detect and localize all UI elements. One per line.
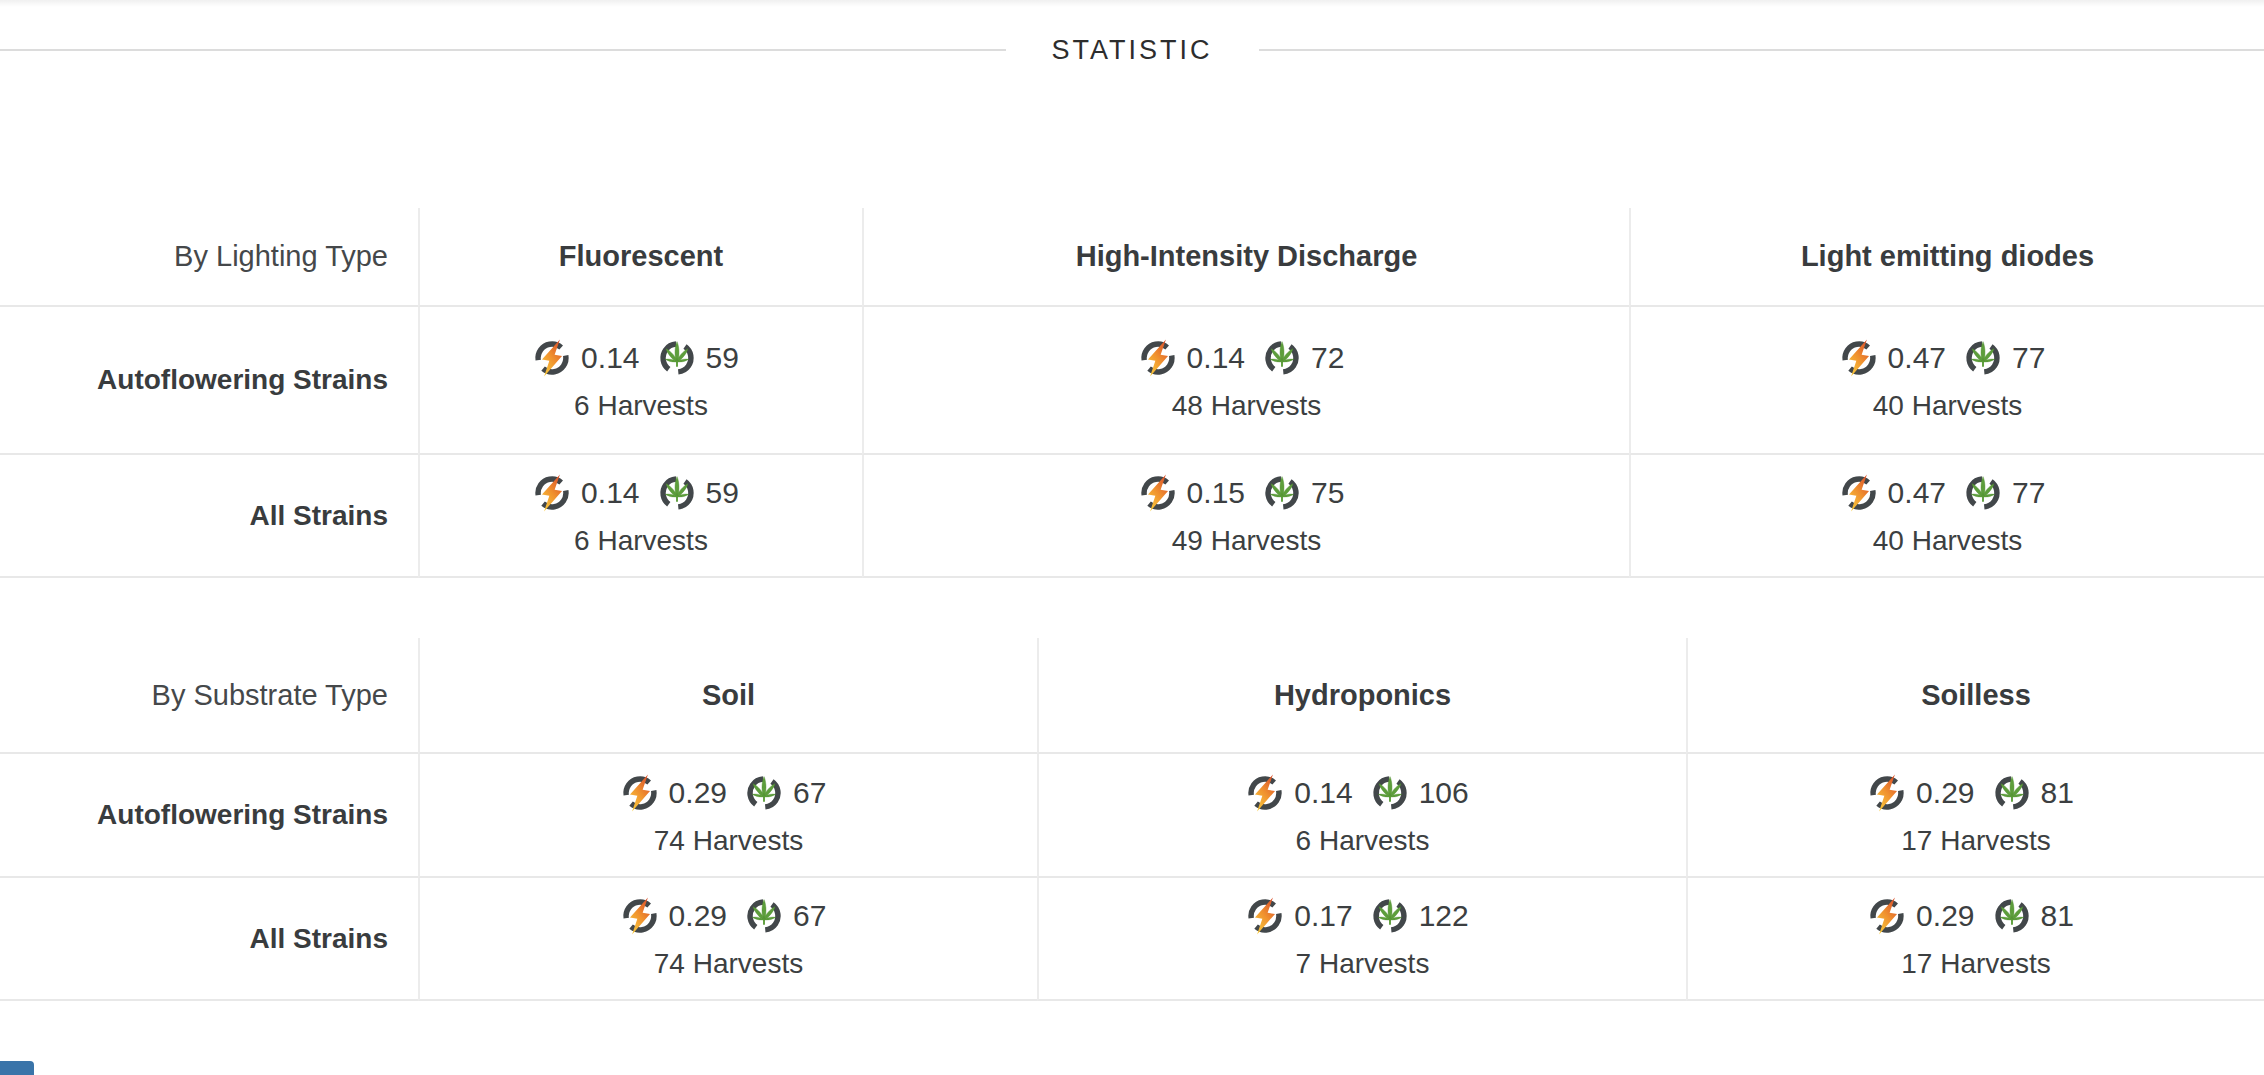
- stat-cell: 0.29 67 74 Harvests: [418, 878, 1037, 1001]
- yield-value: 59: [706, 341, 739, 375]
- cannabis-leaf-icon: [1371, 897, 1409, 935]
- stat-cell: 0.17 122 7 Harvests: [1037, 878, 1686, 1001]
- row-label-all-strains: All Strains: [0, 878, 418, 1001]
- stat-cell: 0.15 75 49 Harvests: [862, 455, 1629, 578]
- column-header-soilless: Soilless: [1686, 638, 2264, 754]
- column-header-soil: Soil: [418, 638, 1037, 754]
- watt-per-gram-value: 0.14: [1294, 776, 1352, 810]
- yield-value: 81: [2041, 776, 2074, 810]
- row-label-autoflowering: Autoflowering Strains: [0, 754, 418, 878]
- cannabis-leaf-icon: [1371, 774, 1409, 812]
- watt-per-gram-value: 0.14: [581, 341, 639, 375]
- harvests-count: 49 Harvests: [1172, 525, 1321, 557]
- yield-value: 77: [2012, 341, 2045, 375]
- cannabis-leaf-icon: [1263, 339, 1301, 377]
- power-bolt-icon: [1246, 774, 1284, 812]
- power-bolt-icon: [1139, 474, 1177, 512]
- harvests-count: 48 Harvests: [1172, 390, 1321, 422]
- yield-value: 81: [2041, 899, 2074, 933]
- yield-value: 122: [1419, 899, 1469, 933]
- cannabis-leaf-icon: [1964, 339, 2002, 377]
- harvests-count: 74 Harvests: [654, 825, 803, 857]
- divider-line-right: [1259, 49, 2264, 51]
- power-bolt-icon: [533, 474, 571, 512]
- harvests-count: 40 Harvests: [1873, 525, 2022, 557]
- watt-per-gram-value: 0.29: [669, 776, 727, 810]
- bottom-left-blue-fragment: [0, 1061, 34, 1075]
- statistics-page: STATISTIC By Lighting Type Fluorescent H…: [0, 0, 2264, 1075]
- power-bolt-icon: [1868, 897, 1906, 935]
- harvests-count: 6 Harvests: [1296, 825, 1430, 857]
- cannabis-leaf-icon: [745, 774, 783, 812]
- stat-cell: 0.47 77 40 Harvests: [1629, 455, 2264, 578]
- harvests-count: 6 Harvests: [574, 390, 708, 422]
- row-label-autoflowering: Autoflowering Strains: [0, 307, 418, 455]
- yield-value: 75: [1311, 476, 1344, 510]
- stat-cell: 0.14 72 48 Harvests: [862, 307, 1629, 455]
- power-bolt-icon: [1139, 339, 1177, 377]
- yield-value: 72: [1311, 341, 1344, 375]
- watt-per-gram-value: 0.15: [1187, 476, 1245, 510]
- cannabis-leaf-icon: [1263, 474, 1301, 512]
- yield-value: 67: [793, 776, 826, 810]
- stat-cell: 0.47 77 40 Harvests: [1629, 307, 2264, 455]
- cannabis-leaf-icon: [1993, 774, 2031, 812]
- watt-per-gram-value: 0.29: [1916, 776, 1974, 810]
- watt-per-gram-value: 0.14: [1187, 341, 1245, 375]
- lighting-type-table: By Lighting Type Fluorescent High-Intens…: [0, 208, 2264, 578]
- power-bolt-icon: [621, 774, 659, 812]
- table-group-label: By Substrate Type: [0, 638, 418, 754]
- cannabis-leaf-icon: [1993, 897, 2031, 935]
- stat-cell: 0.29 67 74 Harvests: [418, 754, 1037, 878]
- watt-per-gram-value: 0.47: [1888, 476, 1946, 510]
- power-bolt-icon: [1840, 339, 1878, 377]
- table-group-label: By Lighting Type: [0, 208, 418, 307]
- power-bolt-icon: [533, 339, 571, 377]
- harvests-count: 17 Harvests: [1901, 825, 2050, 857]
- power-bolt-icon: [1868, 774, 1906, 812]
- watt-per-gram-value: 0.17: [1294, 899, 1352, 933]
- column-header-hid: High-Intensity Discharge: [862, 208, 1629, 307]
- stat-cell: 0.29 81 17 Harvests: [1686, 878, 2264, 1001]
- cannabis-leaf-icon: [658, 474, 696, 512]
- column-header-fluorescent: Fluorescent: [418, 208, 862, 307]
- cannabis-leaf-icon: [1964, 474, 2002, 512]
- harvests-count: 40 Harvests: [1873, 390, 2022, 422]
- divider-line-left: [0, 49, 1006, 51]
- yield-value: 77: [2012, 476, 2045, 510]
- power-bolt-icon: [1246, 897, 1284, 935]
- harvests-count: 17 Harvests: [1901, 948, 2050, 980]
- watt-per-gram-value: 0.29: [669, 899, 727, 933]
- watt-per-gram-value: 0.47: [1888, 341, 1946, 375]
- power-bolt-icon: [621, 897, 659, 935]
- stat-cell: 0.14 59 6 Harvests: [418, 307, 862, 455]
- section-header: STATISTIC: [0, 30, 2264, 70]
- power-bolt-icon: [1840, 474, 1878, 512]
- yield-value: 67: [793, 899, 826, 933]
- stat-cell: 0.14 106 6 Harvests: [1037, 754, 1686, 878]
- yield-value: 59: [706, 476, 739, 510]
- section-title: STATISTIC: [1052, 35, 1213, 66]
- top-shadow: [0, 0, 2264, 7]
- stat-cell: 0.29 81 17 Harvests: [1686, 754, 2264, 878]
- row-label-all-strains: All Strains: [0, 455, 418, 578]
- column-header-hydroponics: Hydroponics: [1037, 638, 1686, 754]
- substrate-type-table: By Substrate Type Soil Hydroponics Soill…: [0, 638, 2264, 1001]
- cannabis-leaf-icon: [658, 339, 696, 377]
- watt-per-gram-value: 0.14: [581, 476, 639, 510]
- harvests-count: 6 Harvests: [574, 525, 708, 557]
- yield-value: 106: [1419, 776, 1469, 810]
- cannabis-leaf-icon: [745, 897, 783, 935]
- watt-per-gram-value: 0.29: [1916, 899, 1974, 933]
- harvests-count: 74 Harvests: [654, 948, 803, 980]
- column-header-led: Light emitting diodes: [1629, 208, 2264, 307]
- harvests-count: 7 Harvests: [1296, 948, 1430, 980]
- stat-cell: 0.14 59 6 Harvests: [418, 455, 862, 578]
